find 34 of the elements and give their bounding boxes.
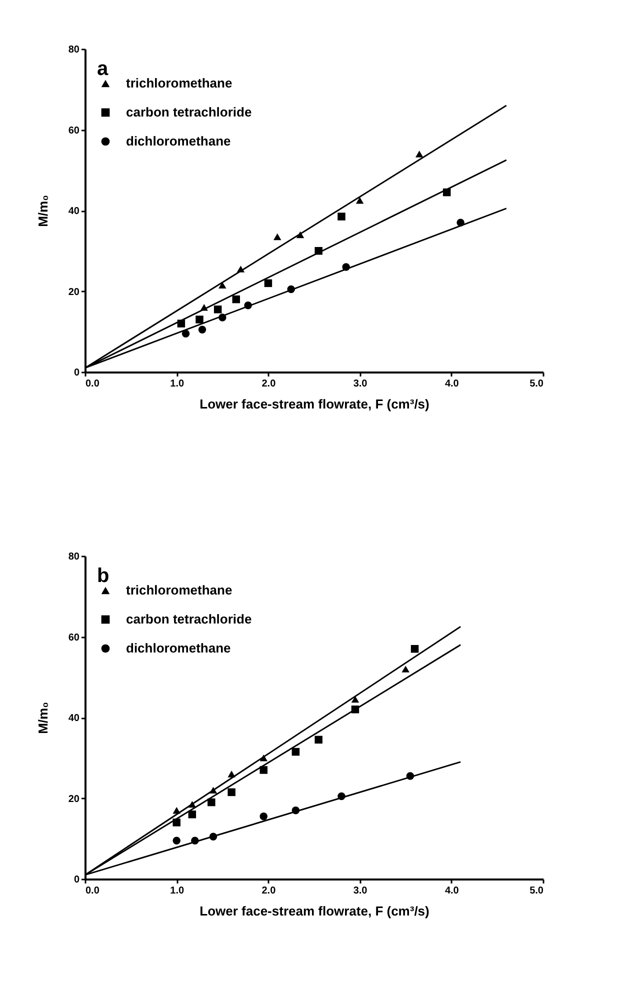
legend-label: dichloromethane <box>126 640 231 656</box>
chart-title: a <box>97 58 109 80</box>
y-tick-label: 20 <box>68 286 80 298</box>
y-tick-label: 60 <box>68 632 80 644</box>
y-tick-label: 80 <box>68 552 80 562</box>
y-tick-label: 20 <box>68 794 80 805</box>
y-tick-label: 60 <box>68 125 80 136</box>
x-tick-label: 4.0 <box>444 378 460 390</box>
x-tick-label: 3.0 <box>353 378 368 390</box>
legend-label: trichloromethane <box>126 76 232 90</box>
y-axis-title: M/m₀ <box>35 702 50 734</box>
y-tick-label: 40 <box>68 713 80 724</box>
x-tick-label: 2.0 <box>262 378 276 390</box>
legend-label: carbon tetrachloride <box>126 104 252 120</box>
x-tick-label: 0.0 <box>86 378 100 390</box>
x-tick-label: 3.0 <box>353 886 368 896</box>
legend-label: dichloromethane <box>126 134 231 148</box>
x-tick-label: 2.0 <box>262 886 276 896</box>
x-axis-title: Lower face-stream flowrate, F (cm³/s) <box>200 396 430 412</box>
y-tick-label: 0 <box>74 368 80 378</box>
x-tick-label: 1.0 <box>170 886 184 896</box>
x-tick-label: 5.0 <box>530 378 544 390</box>
x-tick-label: 4.0 <box>444 886 460 896</box>
y-tick-label: 40 <box>68 206 80 217</box>
x-tick-label: 1.0 <box>170 378 184 390</box>
legend-label: carbon tetrachloride <box>126 612 252 626</box>
y-tick-label: 80 <box>68 44 80 56</box>
y-tick-label: 0 <box>74 874 80 886</box>
x-tick-label: 5.0 <box>530 886 544 896</box>
chart-title: b <box>97 565 110 587</box>
x-tick-label: 0.0 <box>86 886 100 896</box>
x-axis-title: Lower face-stream flowrate, F (cm³/s) <box>200 904 430 918</box>
legend-label: trichloromethane <box>126 582 232 598</box>
y-axis-title: M/m₀ <box>35 194 50 227</box>
